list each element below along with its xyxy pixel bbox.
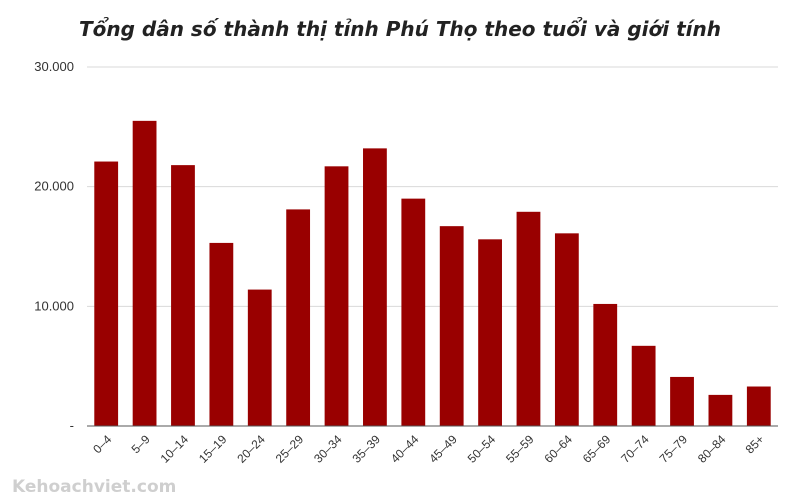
x-tick-label: 0–4: [90, 432, 114, 456]
bar-60–64: [554, 233, 579, 426]
x-tick-label: 80–84: [695, 432, 729, 466]
x-tick-label: 15–19: [196, 432, 230, 466]
bar-10–14: [171, 165, 195, 427]
bar-80–84: [708, 394, 733, 426]
bars: [94, 120, 771, 427]
x-tick-label: 50–54: [465, 432, 499, 466]
bar-25–29: [286, 209, 311, 426]
y-axis-tick-labels: - 10.000 20.000 30.000: [34, 59, 74, 433]
x-tick-label: 45–49: [426, 432, 460, 466]
bar-85+: [746, 386, 771, 426]
bar-55–59: [516, 211, 541, 426]
x-tick-label: 40–44: [388, 432, 422, 466]
chart-title: Tổng dân số thành thị tỉnh Phú Thọ theo …: [79, 17, 721, 41]
bar-70–74: [631, 345, 656, 426]
bar-50–54: [478, 239, 502, 426]
bar-45–49: [439, 226, 464, 426]
x-tick-label: 30–34: [311, 432, 345, 466]
watermark-text: Kehoachviet.com: [12, 477, 176, 497]
bar-75–79: [670, 376, 694, 426]
bar-15–19: [209, 242, 234, 426]
bar-40–44: [401, 198, 426, 426]
x-tick-label: 55–59: [503, 432, 537, 466]
y-tick-label: 30.000: [34, 59, 74, 74]
x-tick-label: 60–64: [541, 432, 575, 466]
bar-5–9: [132, 120, 157, 426]
x-tick-label: 35–39: [350, 432, 384, 466]
y-tick-label: -: [70, 418, 74, 433]
y-tick-label: 20.000: [34, 179, 74, 194]
bar-65–69: [593, 303, 618, 426]
x-axis-tick-labels: 0–4 5–9 10–14 15–19 20–24 25–29 30–34 35–39 40–4…: [90, 432, 767, 466]
x-tick-label: 5–9: [129, 432, 153, 456]
x-tick-label: 25–29: [273, 432, 307, 466]
bar-20–24: [247, 289, 272, 426]
x-tick-label: 70–74: [618, 432, 652, 466]
x-tick-label: 10–14: [158, 432, 192, 466]
x-tick-label: 75–79: [657, 432, 691, 466]
x-tick-label: 20–24: [234, 432, 268, 466]
x-tick-label: 65–69: [580, 432, 614, 466]
x-tick-label: 85+: [743, 432, 767, 456]
gridlines: [87, 66, 778, 307]
bar-0–4: [94, 161, 119, 426]
bar-30–34: [324, 166, 349, 426]
bar-35–39: [363, 148, 387, 426]
y-tick-label: 10.000: [34, 298, 74, 313]
